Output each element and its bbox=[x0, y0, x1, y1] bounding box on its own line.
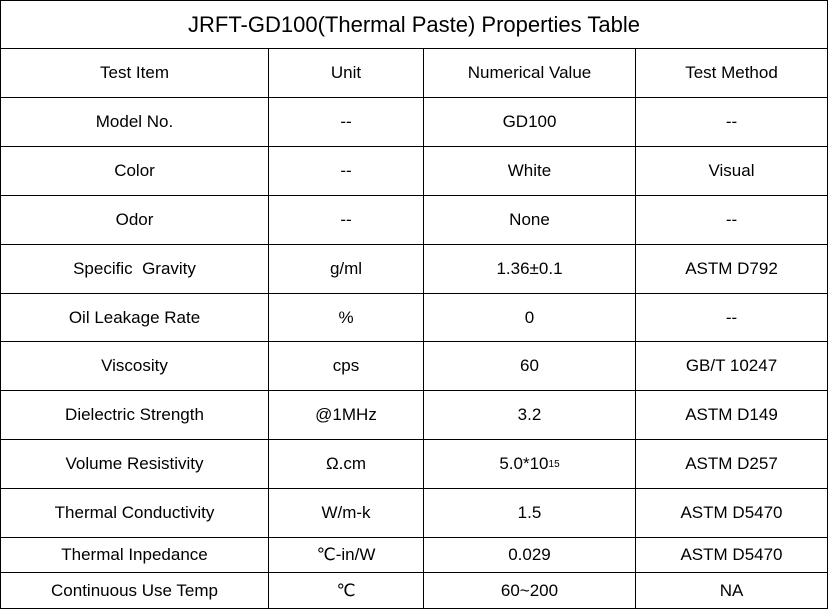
table-cell: Visual bbox=[636, 147, 828, 196]
table-cell: -- bbox=[269, 196, 424, 245]
table-cell: 60~200 bbox=[424, 573, 636, 609]
table-cell: 0 bbox=[424, 294, 636, 342]
table-cell: -- bbox=[636, 196, 828, 245]
table-cell: ASTM D792 bbox=[636, 245, 828, 294]
cell-text: 5.0*10 bbox=[499, 454, 549, 473]
table-cell: Volume Resistivity bbox=[1, 440, 269, 489]
table-cell: % bbox=[269, 294, 424, 342]
table-cell: -- bbox=[269, 98, 424, 147]
table-cell: None bbox=[424, 196, 636, 245]
table-cell: GD100 bbox=[424, 98, 636, 147]
superscript: 15 bbox=[548, 458, 560, 470]
table-cell: Thermal Conductivity bbox=[1, 489, 269, 538]
table-cell: 60 bbox=[424, 342, 636, 391]
table-title: JRFT-GD100(Thermal Paste) Properties Tab… bbox=[1, 1, 828, 49]
table-cell: ASTM D5470 bbox=[636, 538, 828, 573]
table-cell: ASTM D5470 bbox=[636, 489, 828, 538]
table-cell: 0.029 bbox=[424, 538, 636, 573]
header-cell: Numerical Value bbox=[424, 48, 636, 98]
table-cell: GB/T 10247 bbox=[636, 342, 828, 391]
table-cell: 1.5 bbox=[424, 489, 636, 538]
table-cell: @1MHz bbox=[269, 391, 424, 440]
header-cell: Unit bbox=[269, 48, 424, 98]
table-cell: Continuous Use Temp bbox=[1, 573, 269, 609]
table-cell: cps bbox=[269, 342, 424, 391]
header-cell: Test Item bbox=[1, 48, 269, 98]
table-cell: 5.0*10 15 bbox=[424, 440, 636, 489]
table-cell: Viscosity bbox=[1, 342, 269, 391]
table-cell: -- bbox=[636, 98, 828, 147]
table-cell: ℃ bbox=[269, 573, 424, 609]
table-cell: ASTM D257 bbox=[636, 440, 828, 489]
table-cell: W/m-k bbox=[269, 489, 424, 538]
table-cell: -- bbox=[636, 294, 828, 342]
table-cell: Thermal Inpedance bbox=[1, 538, 269, 573]
table-cell: Dielectric Strength bbox=[1, 391, 269, 440]
table-cell: g/ml bbox=[269, 245, 424, 294]
table-cell: White bbox=[424, 147, 636, 196]
table-cell: ℃-in/W bbox=[269, 538, 424, 573]
table-cell: Color bbox=[1, 147, 269, 196]
table-cell: NA bbox=[636, 573, 828, 609]
table-cell: Odor bbox=[1, 196, 269, 245]
table-cell: 3.2 bbox=[424, 391, 636, 440]
table-cell: ASTM D149 bbox=[636, 391, 828, 440]
table-cell: Specific Gravity bbox=[1, 245, 269, 294]
table-cell: Model No. bbox=[1, 98, 269, 147]
header-cell: Test Method bbox=[636, 48, 828, 98]
table-cell: Ω.cm bbox=[269, 440, 424, 489]
table-cell: 1.36±0.1 bbox=[424, 245, 636, 294]
table-cell: Oil Leakage Rate bbox=[1, 294, 269, 342]
table-cell: -- bbox=[269, 147, 424, 196]
